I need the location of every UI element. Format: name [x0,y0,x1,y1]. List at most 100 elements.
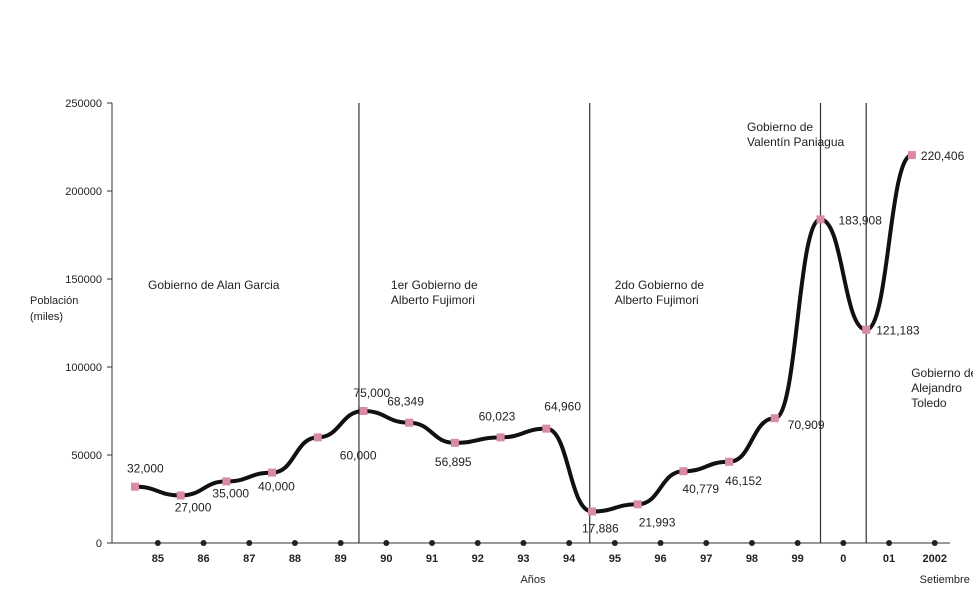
data-label: 40,000 [258,480,295,494]
x-tick-label: 0 [840,553,846,565]
x-tick-dot [657,540,664,546]
data-label: 56,895 [435,455,472,469]
x-tick-dot [246,540,253,546]
data-point-marker [862,325,871,334]
government-annotation: Alejandro [911,381,962,395]
x-tick-label: 89 [335,553,347,565]
data-point-marker [770,414,779,423]
x-tick-label: 93 [517,553,529,565]
data-label: 46,152 [725,474,762,488]
government-annotation: Alberto Fujimori [615,293,699,307]
x-tick-dot [200,540,207,546]
period-dividers [358,103,867,543]
data-point-marker [359,407,368,415]
x-tick-dot [566,540,573,546]
axes [111,103,950,544]
data-point-marker [907,151,916,160]
x-tick-dot [703,540,710,546]
y-tick-labels: 0 50000 100000 150000 200000 250000 [65,98,112,550]
data-point-marker [496,433,505,442]
data-point-marker [313,433,322,442]
government-annotation: Alberto Fujimori [391,293,475,307]
y-axis-unit-label: (miles) [30,311,63,323]
data-label: 121,183 [876,324,920,338]
data-label: 70,909 [788,418,825,432]
y-tick-label: 50000 [71,450,102,462]
data-label: 32,000 [127,462,164,476]
data-label: 183,908 [839,213,883,227]
data-point-marker [679,467,688,476]
x-tick-label: 97 [700,553,712,565]
x-tick-dot [748,540,755,546]
government-annotation: Toledo [911,396,947,410]
data-point-marker [725,457,734,466]
x-tick-label: 96 [654,553,666,565]
x-tick-dot [383,540,390,546]
government-annotation: Gobierno de [747,120,813,134]
y-axis-label: Población [30,295,78,307]
government-annotation: Gobierno de [911,366,973,380]
x-sublabel: Setiembre [920,574,970,586]
y-tick-label: 250000 [65,98,102,110]
data-point-marker [816,215,825,224]
data-point-marker [542,424,551,433]
x-tick-dot [474,540,481,546]
x-tick-label: 90 [380,553,392,565]
data-label: 60,023 [479,409,516,423]
x-axis-label: Años [520,574,546,586]
data-label: 75,000 [354,386,391,400]
data-point-marker [131,482,139,491]
y-tick-label: 200000 [65,186,102,198]
data-label: 40,779 [682,482,719,496]
y-tick-label: 0 [96,538,102,550]
x-tick-dot [291,540,298,546]
x-tick-label: 85 [152,553,164,565]
x-tick-label: 91 [426,553,438,565]
data-point-marker [268,468,277,477]
series-line [133,153,914,514]
data-markers [131,151,916,516]
x-tick-dot [520,540,527,546]
data-label: 27,000 [175,500,212,514]
y-tick-label: 100000 [65,362,102,374]
x-tick-label: 88 [289,553,301,565]
x-tick-label: 87 [243,553,255,565]
data-point-marker [405,418,414,427]
data-label: 60,000 [340,448,377,462]
data-label: 35,000 [212,486,249,500]
x-tick-dot [154,540,161,546]
x-tick-dot [886,540,893,546]
government-annotation: 2do Gobierno de [615,278,705,292]
x-tick-label: 94 [563,553,576,565]
y-tick-label: 150000 [65,274,102,286]
data-label: 17,886 [582,522,619,536]
x-tick-dot [337,540,344,546]
data-label: 68,349 [387,395,424,409]
x-tick-label: 01 [883,553,895,565]
data-point-marker [633,500,642,509]
x-tick-label: 99 [792,553,804,565]
data-point-marker [176,491,185,500]
x-tick-label: 86 [197,553,209,565]
government-annotation: Gobierno de Alan Garcia [148,278,280,292]
x-tick-dot [931,540,938,546]
data-point-marker [222,477,231,486]
x-tick-label: 95 [609,553,621,565]
government-annotations: Gobierno de Alan Garcia 1er Gobierno deAl… [148,120,973,410]
government-annotation: Valentín Paniagua [747,135,845,149]
x-tick-label: 98 [746,553,758,565]
x-tick-dot [840,540,847,546]
data-label: 21,993 [639,515,676,529]
x-tick-label: 2002 [923,553,947,565]
data-label: 64,960 [544,400,581,414]
x-tick-label: 92 [472,553,484,565]
government-annotation: 1er Gobierno de [391,278,478,292]
x-tick-dot [794,540,801,546]
x-tick-dot [429,540,436,546]
data-point-marker [588,507,596,516]
x-tick-dot [611,540,618,546]
data-point-marker [450,438,459,447]
x-tick-labels: 85 86 87 88 89 90 91 92 93 94 95 96 97 98 99 0 01 2002 Set… [152,540,970,586]
